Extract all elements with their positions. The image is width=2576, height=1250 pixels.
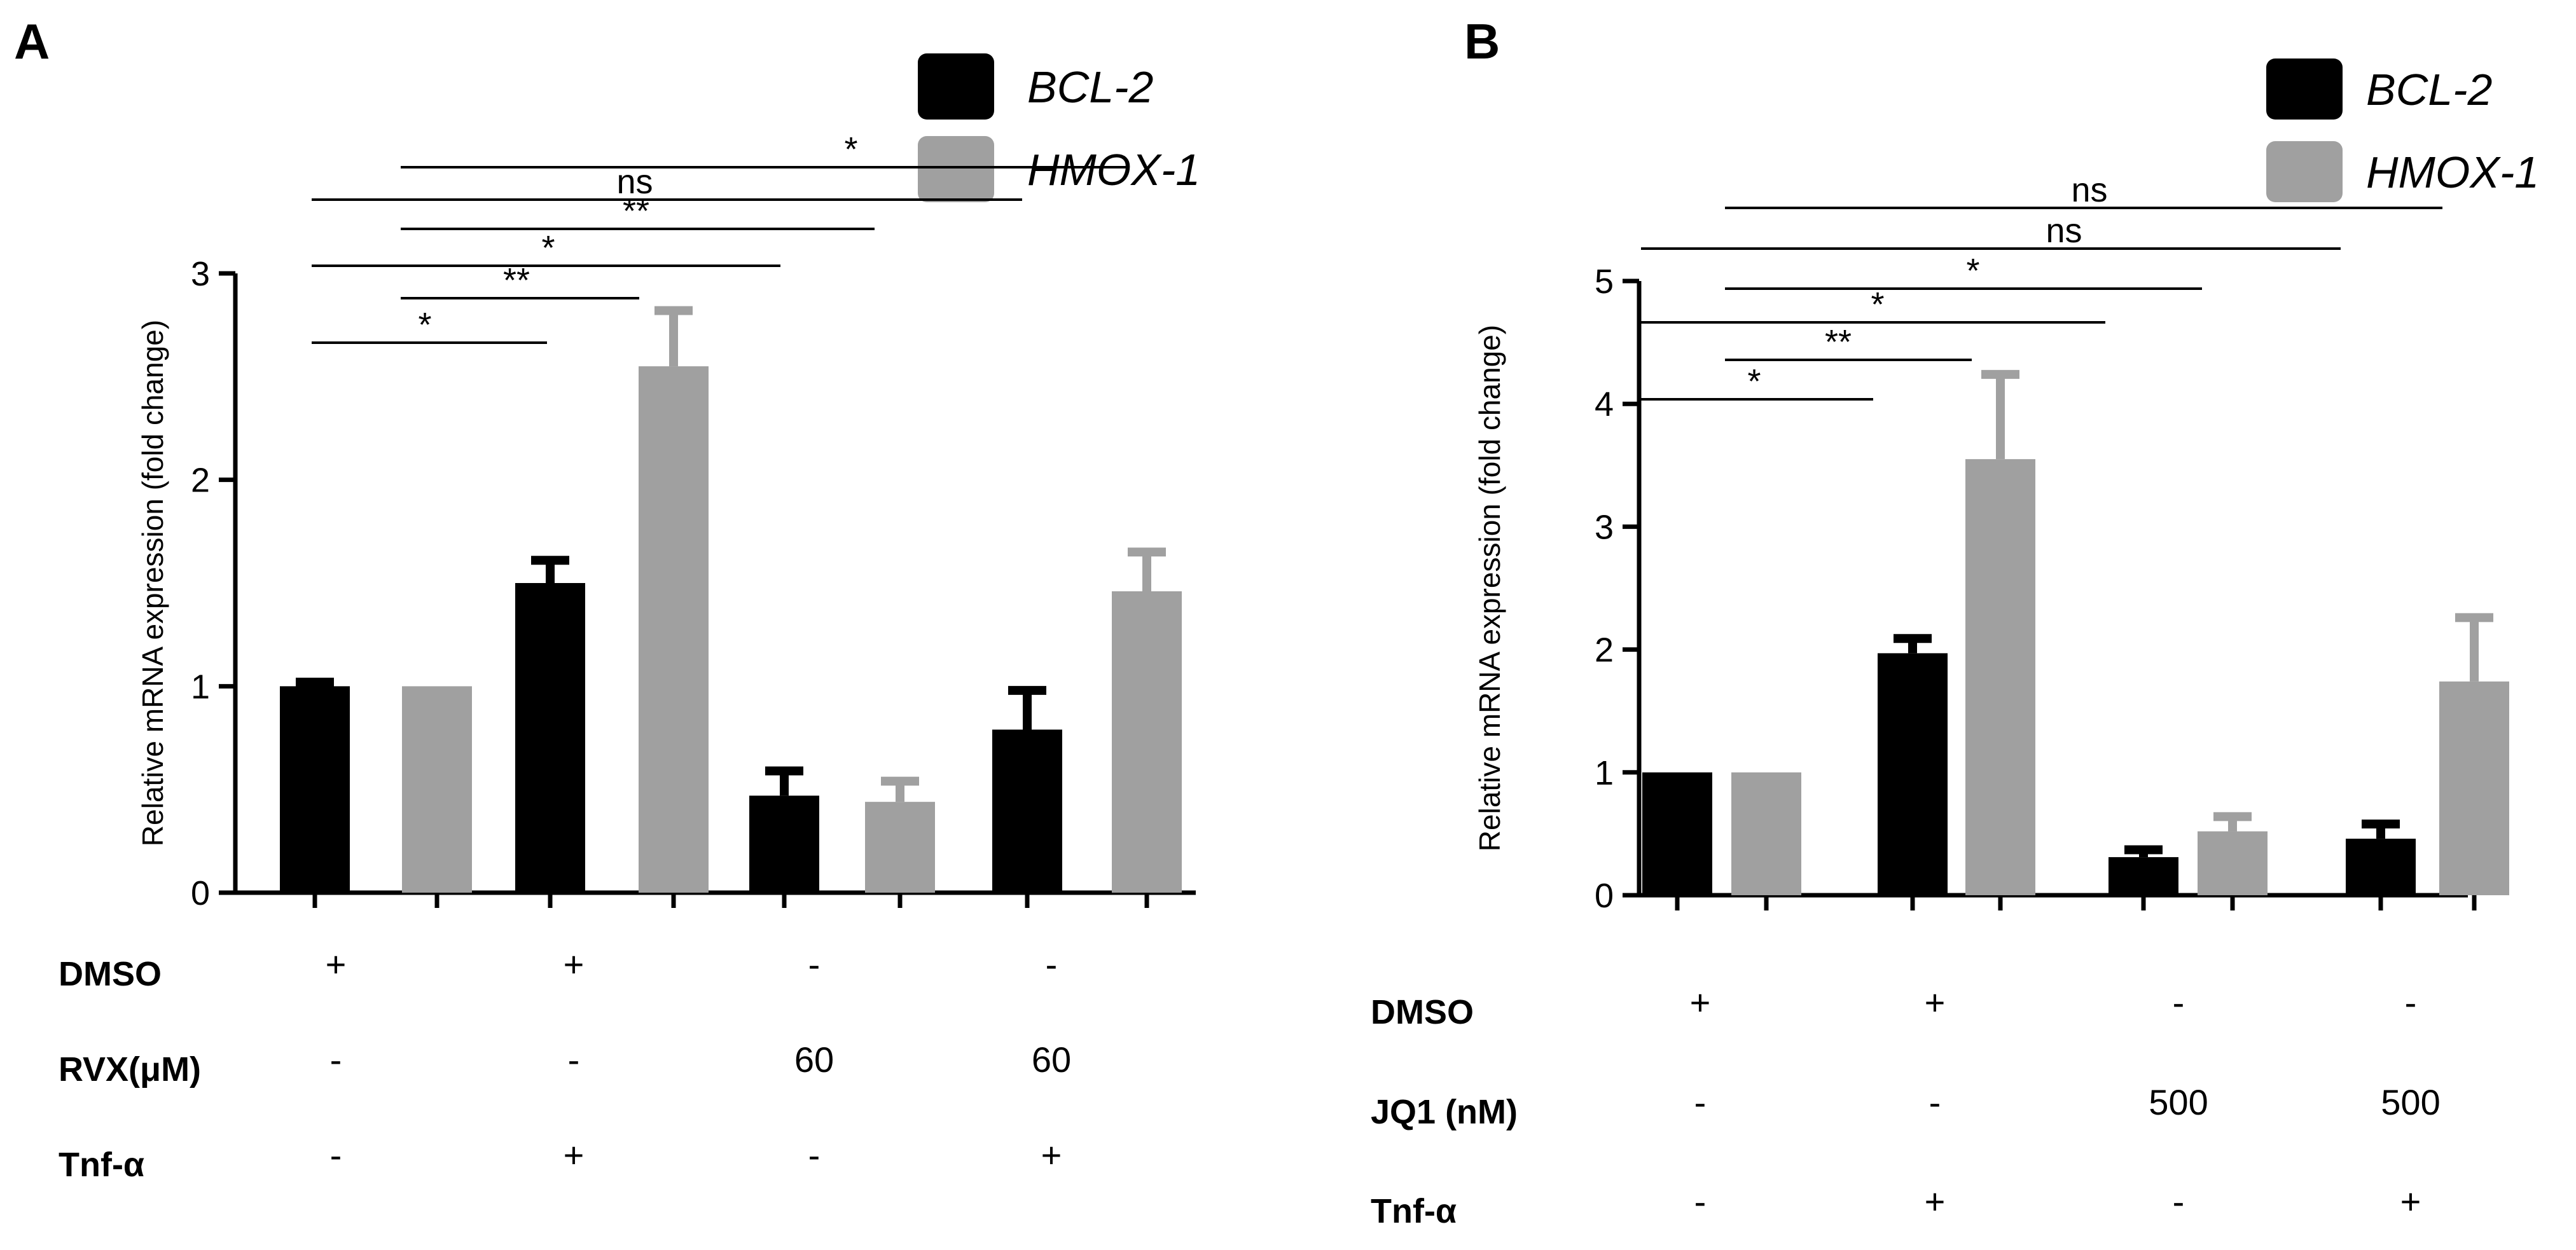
legend-swatch-hmox-1 bbox=[918, 136, 994, 202]
panel-b: B 0 1 2 3 4 5 Relative mRNA expression (fold ch… bbox=[1371, 13, 2539, 1230]
significance-label: * bbox=[1871, 285, 1884, 324]
significance-label: * bbox=[418, 306, 431, 344]
condition-value: - bbox=[330, 1135, 342, 1175]
bar-bcl-2-4 bbox=[992, 729, 1062, 893]
y-tick-label: 3 bbox=[191, 255, 210, 293]
condition-value: 60 bbox=[1032, 1040, 1071, 1080]
condition-value: + bbox=[2400, 1181, 2421, 1221]
bar-hmox-1-4 bbox=[2439, 681, 2509, 895]
significance-label: * bbox=[1966, 252, 1979, 290]
y-tick-label: 4 bbox=[1595, 385, 1614, 423]
condition-value: - bbox=[1694, 1181, 1707, 1221]
condition-value: 60 bbox=[794, 1040, 834, 1080]
legend-label-bcl-2: BCL-2 bbox=[2366, 65, 2492, 114]
legend-label-hmox-1: HMOX-1 bbox=[2366, 148, 2539, 197]
condition-name: Tnf-α bbox=[59, 1146, 144, 1184]
y-axis-title: Relative mRNA expression (fold change) bbox=[1473, 325, 1506, 851]
condition-value: - bbox=[330, 1040, 342, 1080]
y-axis-title: Relative mRNA expression (fold change) bbox=[136, 320, 169, 846]
y-tick-label: 3 bbox=[1595, 508, 1614, 546]
significance-label: * bbox=[844, 130, 857, 168]
panel-a: A 0 1 2 3 Relative mRNA expression (fold chan… bbox=[14, 13, 1200, 1184]
bar-hmox-1-3 bbox=[865, 802, 935, 893]
legend-swatch-bcl-2 bbox=[918, 53, 994, 120]
significance-label: ** bbox=[1825, 323, 1852, 361]
condition-value: 500 bbox=[2149, 1082, 2208, 1122]
significance-label: * bbox=[1747, 362, 1761, 401]
bar-hmox-1-2 bbox=[639, 366, 709, 893]
condition-name: JQ1 (nM) bbox=[1371, 1093, 1518, 1131]
condition-value: - bbox=[1046, 944, 1058, 984]
y-tick-label: 1 bbox=[191, 668, 210, 706]
legend-label-bcl-2: BCL-2 bbox=[1027, 62, 1153, 112]
significance-label: * bbox=[541, 229, 555, 267]
bar-hmox-1-4 bbox=[1112, 591, 1182, 893]
legend-swatch-bcl-2 bbox=[2266, 58, 2343, 120]
legend-swatch-hmox-1 bbox=[2266, 141, 2343, 202]
y-tick-label: 0 bbox=[1595, 877, 1614, 915]
bar-hmox-1-3 bbox=[2198, 831, 2268, 895]
condition-value: - bbox=[568, 1040, 580, 1080]
significance-label: ** bbox=[503, 261, 530, 299]
condition-value: + bbox=[564, 944, 585, 984]
bar-bcl-2-2 bbox=[1878, 653, 1948, 895]
condition-name: DMSO bbox=[59, 955, 162, 993]
y-tick-label: 0 bbox=[191, 874, 210, 912]
condition-value: + bbox=[564, 1135, 585, 1175]
bar-hmox-1-1 bbox=[1731, 772, 1801, 895]
panel-label: A bbox=[14, 13, 50, 69]
condition-name: DMSO bbox=[1371, 993, 1474, 1031]
bar-hmox-1-2 bbox=[1965, 459, 2035, 895]
y-tick-label: 1 bbox=[1595, 754, 1614, 792]
y-tick-label: 5 bbox=[1595, 263, 1614, 301]
condition-value: + bbox=[326, 944, 347, 984]
bar-bcl-2-1 bbox=[1642, 772, 1712, 895]
condition-value: - bbox=[1694, 1082, 1707, 1122]
condition-value: - bbox=[808, 944, 821, 984]
condition-value: - bbox=[2173, 1181, 2185, 1221]
bar-bcl-2-1 bbox=[280, 686, 350, 893]
condition-value: - bbox=[808, 1135, 821, 1175]
significance-label: ns bbox=[616, 163, 653, 201]
condition-value: - bbox=[1929, 1082, 1941, 1122]
condition-value: + bbox=[1925, 1181, 1946, 1221]
condition-value: + bbox=[1041, 1135, 1062, 1175]
legend-label-hmox-1: HMOX-1 bbox=[1027, 145, 1200, 195]
condition-value: - bbox=[2405, 982, 2417, 1022]
significance-label: ns bbox=[2071, 171, 2107, 209]
condition-value: 500 bbox=[2381, 1082, 2440, 1122]
bar-bcl-2-3 bbox=[2109, 857, 2178, 895]
condition-name: RVX(μM) bbox=[59, 1050, 201, 1089]
y-tick-label: 2 bbox=[1595, 631, 1614, 670]
bar-bcl-2-2 bbox=[515, 583, 585, 893]
bar-bcl-2-4 bbox=[2346, 839, 2416, 895]
condition-value: + bbox=[1925, 982, 1946, 1022]
y-tick-label: 2 bbox=[191, 462, 210, 500]
condition-value: + bbox=[1690, 982, 1711, 1022]
bar-bcl-2-3 bbox=[749, 795, 819, 893]
condition-value: - bbox=[2173, 982, 2185, 1022]
significance-label: ns bbox=[2046, 212, 2082, 250]
condition-name: Tnf-α bbox=[1371, 1192, 1457, 1230]
bar-hmox-1-1 bbox=[402, 686, 472, 893]
panel-label: B bbox=[1464, 13, 1500, 69]
